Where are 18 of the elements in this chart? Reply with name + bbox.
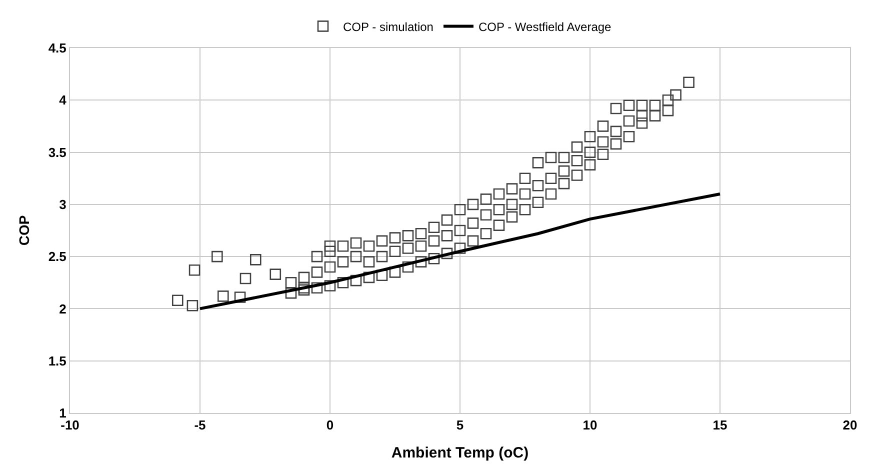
y-tick-label: 3.5 — [48, 144, 66, 160]
y-tick-label: 3 — [59, 196, 66, 212]
x-tick-label: 10 — [582, 418, 598, 433]
y-tick-label: 2 — [59, 301, 66, 316]
y-axis-title: COP — [16, 215, 32, 246]
line-series — [198, 192, 722, 310]
x-tick-label: -5 — [194, 418, 206, 433]
y-tick-label: 4.5 — [48, 40, 66, 56]
y-tick-label: 1.5 — [48, 353, 66, 368]
x-tick-label: 5 — [456, 418, 464, 433]
x-tick-label: 20 — [842, 418, 858, 433]
y-tick-label: 4 — [59, 92, 68, 108]
legend-label: COP - simulation — [343, 20, 434, 34]
x-tick-label: 15 — [712, 418, 728, 433]
x-tick-label: 0 — [326, 418, 334, 433]
x-axis-title: Ambient Temp (oC) — [391, 444, 529, 462]
legend-label: COP - Westfield Average — [478, 20, 612, 34]
y-tick-label: 2.5 — [48, 249, 66, 264]
